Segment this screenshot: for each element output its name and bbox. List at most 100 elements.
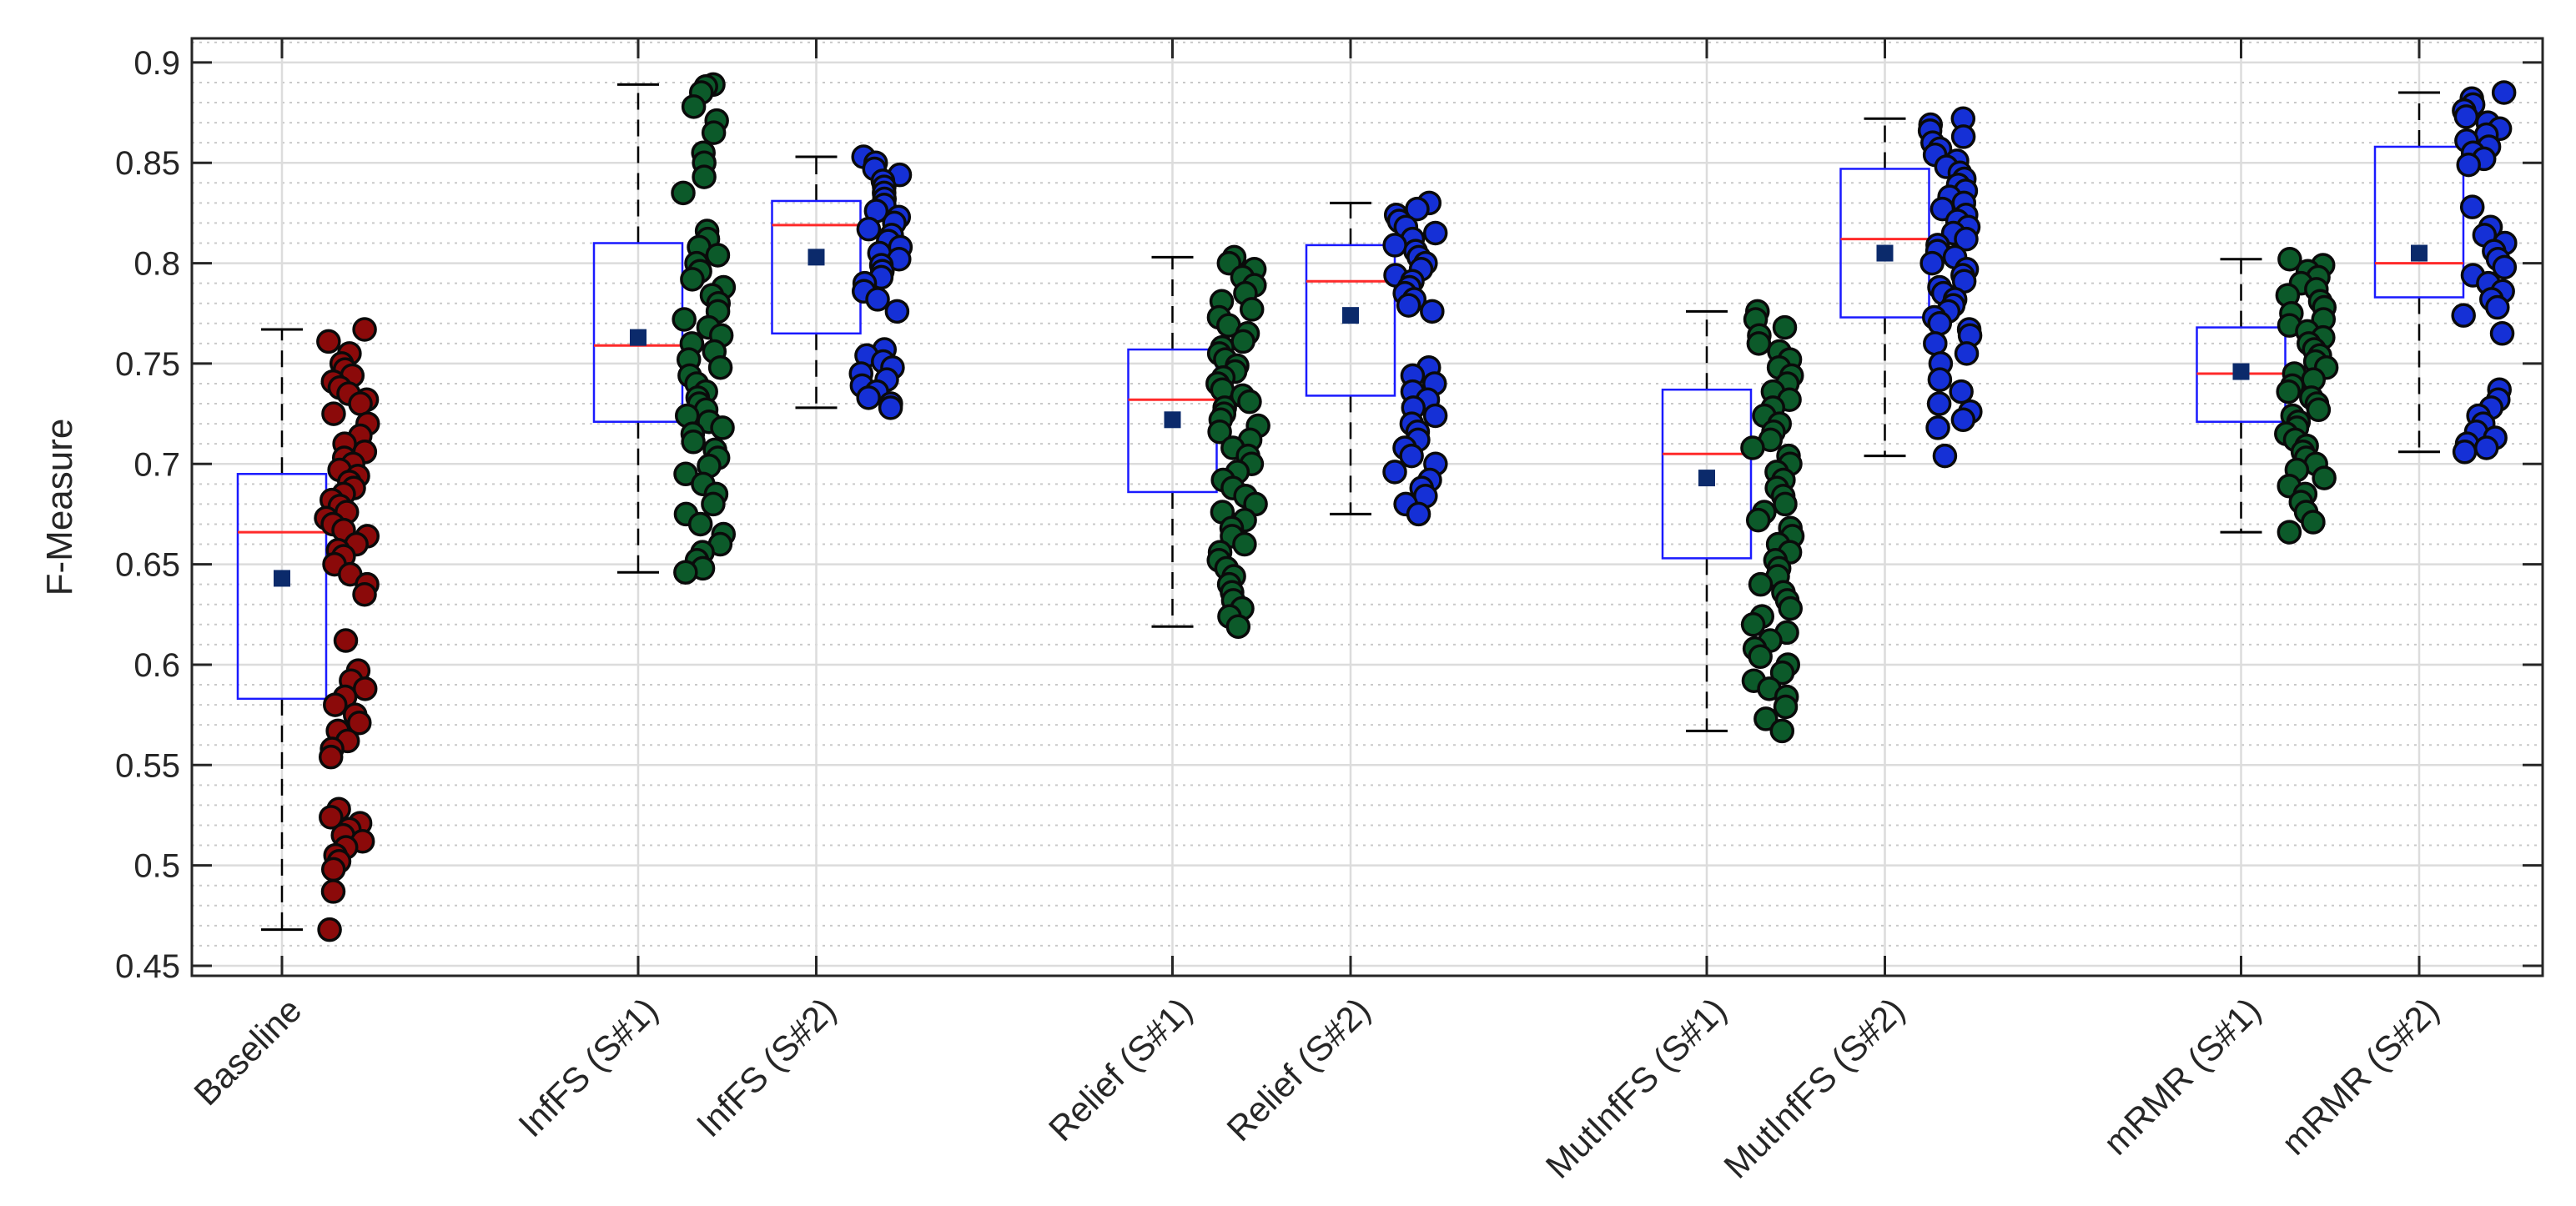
mean-marker: [1164, 411, 1181, 429]
data-point: [1237, 389, 1262, 415]
data-point: [1399, 443, 1424, 469]
box: [592, 242, 684, 423]
data-point: [884, 299, 910, 324]
data-point: [1748, 571, 1774, 597]
data-point: [2451, 303, 2476, 328]
data-point: [348, 391, 373, 416]
data-point: [1232, 531, 1257, 557]
y-tick-label: 0.6: [133, 647, 180, 684]
data-point: [1420, 299, 1445, 324]
data-point: [1740, 612, 1766, 637]
data-point: [320, 857, 346, 882]
data-point: [1406, 501, 1431, 527]
mean-marker: [274, 570, 290, 587]
mean-marker: [1876, 244, 1894, 262]
mean-marker: [808, 249, 825, 266]
data-point: [1239, 297, 1265, 322]
data-point: [856, 216, 882, 242]
data-point: [1769, 660, 1795, 686]
data-point: [2456, 152, 2481, 178]
data-point: [672, 307, 697, 332]
data-point: [2277, 247, 2302, 272]
data-point: [1396, 293, 1421, 318]
data-point: [1927, 367, 1953, 392]
box: [1305, 244, 1396, 397]
data-point: [673, 560, 698, 585]
y-tick-label: 0.55: [115, 747, 180, 784]
mean-marker: [1698, 470, 1715, 487]
data-point: [2312, 465, 2337, 490]
data-point: [320, 879, 346, 904]
y-tick-label: 0.8: [133, 246, 180, 283]
mean-marker: [1342, 307, 1359, 324]
series-group: [1305, 190, 1448, 527]
data-point: [317, 917, 342, 942]
box: [2373, 145, 2465, 299]
data-point: [705, 243, 731, 268]
series-group: [236, 317, 380, 942]
data-point: [1773, 491, 1798, 517]
y-tick-label: 0.5: [133, 848, 180, 885]
data-point: [2485, 294, 2510, 320]
series-group: [2373, 80, 2518, 465]
data-point: [1778, 595, 1803, 621]
box: [1661, 388, 1753, 560]
mean-marker: [2411, 244, 2428, 262]
data-point: [1745, 507, 1771, 533]
series-group: [771, 144, 913, 420]
data-point: [2276, 379, 2301, 405]
data-point: [2491, 80, 2517, 105]
data-point: [323, 692, 348, 717]
data-point: [1949, 379, 1974, 405]
data-point: [701, 491, 726, 517]
data-point: [1746, 331, 1772, 356]
data-point: [2301, 510, 2326, 535]
data-point: [680, 267, 705, 292]
data-point: [1923, 331, 1948, 356]
series-group: [592, 72, 737, 585]
data-point: [692, 164, 717, 189]
mean-marker: [630, 329, 647, 346]
data-point: [1225, 614, 1251, 639]
data-point: [1926, 391, 1952, 416]
data-point: [1740, 435, 1765, 460]
data-point: [2452, 440, 2478, 465]
data-point: [347, 710, 372, 736]
data-point: [681, 430, 706, 455]
data-point: [671, 180, 696, 206]
data-point: [1753, 706, 1779, 731]
data-point: [319, 805, 344, 830]
data-point: [1919, 250, 1945, 276]
y-tick-label: 0.85: [115, 145, 180, 182]
axes-frame: [190, 37, 2544, 977]
data-point: [1230, 329, 1255, 354]
y-tick-label: 0.65: [115, 547, 180, 584]
data-point: [1769, 718, 1795, 744]
data-point: [1772, 314, 1798, 340]
data-point: [865, 287, 890, 312]
data-point: [318, 744, 344, 770]
y-tick-label: 0.9: [133, 45, 180, 82]
data-point: [352, 581, 377, 607]
y-axis-title: F-Measure: [39, 419, 80, 596]
data-point: [2459, 194, 2485, 219]
data-point: [681, 94, 707, 119]
data-point: [701, 120, 727, 145]
data-point: [1382, 460, 1407, 485]
data-point: [1927, 311, 1953, 336]
data-point: [1950, 407, 1976, 433]
series-group: [1661, 299, 1805, 744]
data-point: [1773, 694, 1799, 720]
box: [771, 199, 862, 335]
data-point: [316, 329, 341, 354]
y-tick-label: 0.45: [115, 948, 180, 985]
series-layer: [236, 72, 2518, 942]
data-point: [1422, 220, 1448, 246]
data-point: [1748, 644, 1773, 670]
data-point: [1950, 124, 1976, 149]
y-tick-label: 0.7: [133, 446, 180, 483]
data-point: [1207, 419, 1232, 445]
data-point: [2277, 520, 2302, 545]
minor-grid: [192, 41, 2543, 947]
series-group: [1127, 244, 1270, 639]
